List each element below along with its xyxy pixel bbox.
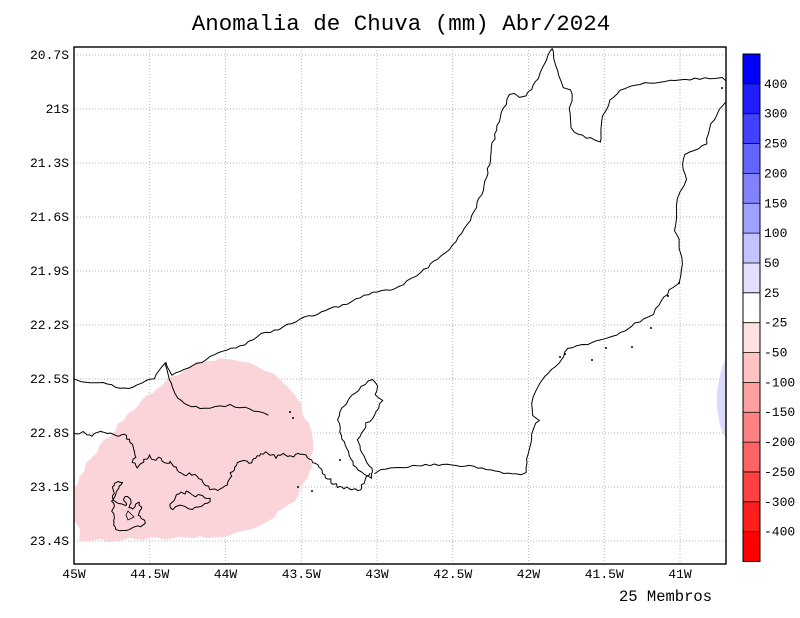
svg-text:22.2S: 22.2S xyxy=(30,318,69,333)
svg-text:23.4S: 23.4S xyxy=(30,534,69,549)
svg-text:45W: 45W xyxy=(62,567,86,582)
svg-text:-250: -250 xyxy=(764,465,795,480)
svg-text:-400: -400 xyxy=(764,525,795,540)
svg-text:-100: -100 xyxy=(764,375,795,390)
svg-text:42.5W: 42.5W xyxy=(433,567,472,582)
svg-text:100: 100 xyxy=(764,226,787,241)
svg-text:25 Membros: 25 Membros xyxy=(619,588,712,606)
svg-text:23.1S: 23.1S xyxy=(30,480,69,495)
svg-text:21.3S: 21.3S xyxy=(30,156,69,171)
svg-text:400: 400 xyxy=(764,77,787,92)
svg-text:44.5W: 44.5W xyxy=(130,567,169,582)
svg-text:-25: -25 xyxy=(764,316,787,331)
svg-text:250: 250 xyxy=(764,137,787,152)
svg-text:43.5W: 43.5W xyxy=(282,567,321,582)
svg-text:21S: 21S xyxy=(46,102,70,117)
svg-text:Anomalia de Chuva (mm) Abr/202: Anomalia de Chuva (mm) Abr/2024 xyxy=(192,11,611,37)
svg-text:42W: 42W xyxy=(517,567,541,582)
svg-text:41W: 41W xyxy=(668,567,692,582)
svg-text:20.7S: 20.7S xyxy=(30,48,69,63)
svg-text:25: 25 xyxy=(764,286,780,301)
svg-text:150: 150 xyxy=(764,196,787,211)
svg-text:44W: 44W xyxy=(214,567,238,582)
svg-text:22.5S: 22.5S xyxy=(30,372,69,387)
svg-text:-50: -50 xyxy=(764,346,787,361)
svg-text:-150: -150 xyxy=(764,405,795,420)
svg-text:50: 50 xyxy=(764,256,780,271)
svg-text:21.6S: 21.6S xyxy=(30,210,69,225)
svg-text:200: 200 xyxy=(764,166,787,181)
svg-text:-200: -200 xyxy=(764,435,795,450)
svg-text:300: 300 xyxy=(764,107,787,122)
svg-text:22.8S: 22.8S xyxy=(30,426,69,441)
svg-text:41.5W: 41.5W xyxy=(585,567,624,582)
svg-text:-300: -300 xyxy=(764,495,795,510)
svg-text:21.9S: 21.9S xyxy=(30,264,69,279)
svg-text:43W: 43W xyxy=(365,567,389,582)
